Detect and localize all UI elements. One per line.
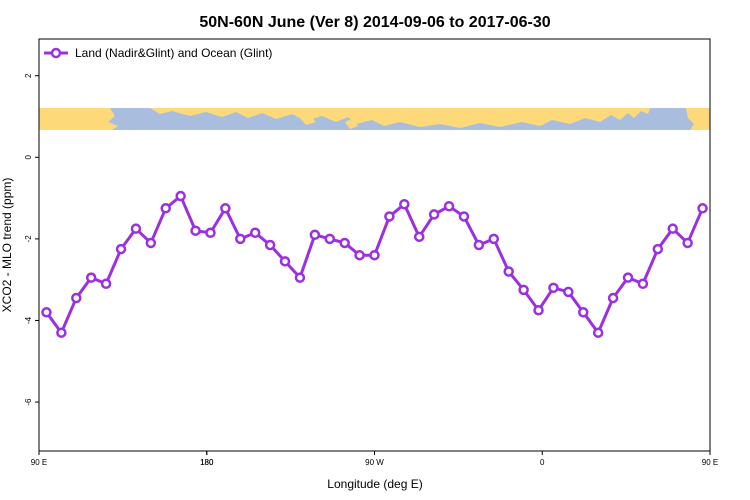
legend-entry-label: Land (Nadir&Glint) and Ocean (Glint) bbox=[75, 46, 272, 60]
data-point bbox=[354, 249, 365, 261]
data-point bbox=[518, 284, 529, 296]
data-point bbox=[220, 203, 231, 214]
y-tick-label: -2 bbox=[24, 235, 33, 243]
x-tick-label: 90 E bbox=[31, 458, 47, 467]
data-point bbox=[279, 256, 291, 267]
data-point bbox=[682, 237, 693, 249]
map-strip bbox=[39, 108, 710, 130]
data-point bbox=[339, 237, 350, 249]
data-point bbox=[85, 272, 97, 283]
data-point bbox=[488, 233, 500, 245]
legend: Land (Nadir&Glint) and Ocean (Glint) bbox=[44, 46, 272, 60]
data-point bbox=[458, 211, 470, 222]
y-axis-label: XCO2 - MLO trend (ppm) bbox=[0, 178, 14, 313]
x-tick-label: 0 bbox=[540, 458, 545, 467]
map-land-shape bbox=[345, 119, 358, 129]
x-tick-label: 90 W bbox=[365, 458, 384, 467]
data-point bbox=[249, 227, 261, 239]
data-point bbox=[235, 233, 246, 245]
map-land-shape bbox=[300, 116, 316, 125]
data-point bbox=[428, 209, 440, 220]
map-land-shapes bbox=[39, 108, 710, 130]
data-point bbox=[578, 307, 589, 318]
data-point bbox=[369, 249, 380, 261]
map-land-shape bbox=[39, 108, 118, 130]
y-tick-label: -6 bbox=[24, 398, 33, 406]
y-tick-label: -4 bbox=[24, 316, 33, 324]
data-point bbox=[443, 200, 455, 212]
data-point bbox=[324, 233, 336, 245]
data-point bbox=[264, 239, 276, 251]
data-point bbox=[384, 211, 395, 222]
data-point bbox=[294, 272, 306, 283]
data-point bbox=[413, 231, 425, 243]
data-point bbox=[652, 243, 664, 255]
plot-frame bbox=[38, 38, 711, 452]
data-point bbox=[71, 292, 82, 304]
data-point bbox=[115, 243, 127, 255]
legend-marker-swatch bbox=[50, 47, 62, 59]
data-point bbox=[622, 272, 634, 283]
map-land-shape bbox=[150, 108, 650, 128]
data-point bbox=[145, 237, 157, 249]
data-point bbox=[160, 203, 171, 214]
data-point bbox=[697, 203, 708, 214]
x-tick-label: 180 bbox=[200, 458, 214, 467]
data-point bbox=[175, 190, 186, 202]
x-tick-label: 90 E bbox=[702, 458, 718, 467]
data-point bbox=[503, 266, 514, 277]
data-point bbox=[607, 292, 619, 304]
data-point bbox=[592, 327, 604, 338]
data-point bbox=[637, 278, 649, 290]
data-point bbox=[667, 223, 678, 234]
data-point bbox=[205, 227, 216, 239]
data-point bbox=[533, 305, 544, 316]
x-axis-label: Longitude (deg E) bbox=[327, 477, 422, 491]
data-point bbox=[56, 327, 67, 338]
y-tick-label: 2 bbox=[24, 73, 33, 78]
series-layer bbox=[41, 190, 708, 338]
data-point bbox=[309, 229, 321, 241]
y-tick-label: 0 bbox=[24, 155, 33, 160]
y-axis: 2 0 -2 -4 -6 bbox=[24, 73, 39, 406]
chart-title: 50N-60N June (Ver 8) 2014-09-06 to 2017-… bbox=[199, 14, 550, 31]
data-point bbox=[399, 198, 410, 210]
x-tick-label: 180 bbox=[200, 458, 214, 467]
data-point bbox=[130, 223, 142, 234]
data-point bbox=[548, 282, 559, 294]
map-land-shape bbox=[686, 108, 710, 130]
data-point bbox=[190, 225, 201, 236]
data-point bbox=[473, 239, 485, 251]
data-point bbox=[563, 286, 574, 298]
data-point bbox=[100, 278, 112, 290]
data-point bbox=[41, 307, 52, 318]
series-line bbox=[45, 194, 704, 335]
